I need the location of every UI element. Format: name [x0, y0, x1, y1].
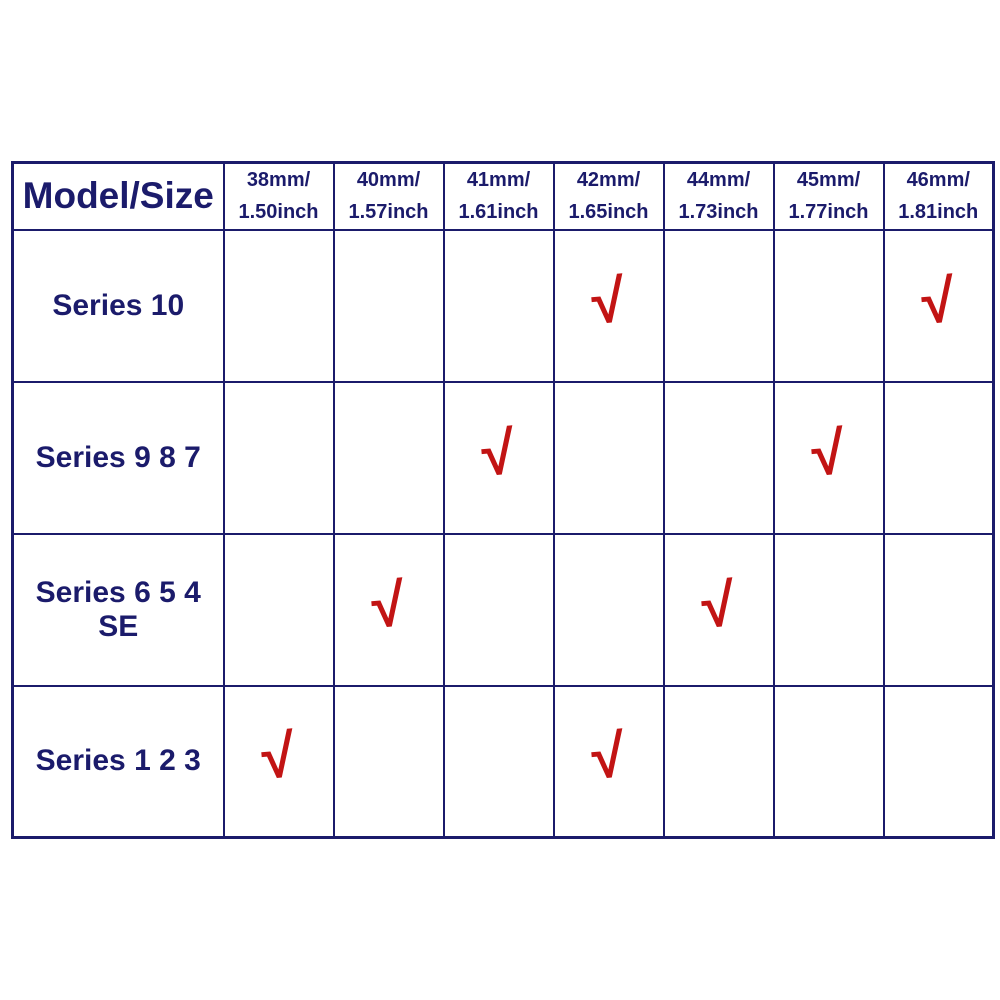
- table-cell: [882, 380, 995, 535]
- table-cell: [222, 380, 335, 535]
- table-cell: [442, 228, 555, 383]
- column-header-44mm: 44mm/ 1.73inch: [662, 161, 775, 231]
- compatibility-table-container: Model/Size 38mm/ 1.50inch 40mm/ 1.57inch…: [11, 161, 995, 839]
- table-cell: √: [552, 684, 665, 839]
- table-cell: [442, 532, 555, 687]
- table-cell: [442, 684, 555, 839]
- table-cell: √: [332, 532, 445, 687]
- check-icon: √: [588, 721, 628, 792]
- table-cell: [772, 532, 885, 687]
- table-cell: √: [772, 380, 885, 535]
- row-label: Series 1 2 3: [11, 684, 225, 839]
- table-cell: [552, 380, 665, 535]
- size-mm-label: 46mm/: [906, 169, 970, 192]
- table-cell: [222, 532, 335, 687]
- table-cell: [332, 380, 445, 535]
- table-cell: √: [222, 684, 335, 839]
- size-mm-label: 42mm/: [576, 169, 641, 192]
- size-compatibility-table: Model/Size 38mm/ 1.50inch 40mm/ 1.57inch…: [11, 161, 995, 839]
- check-icon: √: [478, 418, 518, 488]
- size-mm-label: 44mm/: [686, 169, 751, 192]
- table-row-series-1-2-3: Series 1 2 3 √ √: [11, 684, 995, 839]
- table-cell: [772, 228, 885, 383]
- table-cell: √: [442, 380, 555, 535]
- table-cell: √: [882, 228, 995, 383]
- table-cell: [332, 684, 445, 839]
- column-header-42mm: 42mm/ 1.65inch: [552, 161, 665, 231]
- size-inch-label: 1.50inch: [238, 201, 319, 224]
- table-cell: [882, 532, 995, 687]
- table-cell: √: [662, 532, 775, 687]
- table-cell: [552, 532, 665, 687]
- table-cell: [772, 684, 885, 839]
- column-header-41mm: 41mm/ 1.61inch: [442, 161, 555, 231]
- column-header-45mm: 45mm/ 1.77inch: [772, 161, 885, 231]
- size-mm-label: 41mm/: [466, 169, 531, 192]
- check-icon: √: [588, 266, 628, 336]
- table-cell: [332, 228, 445, 383]
- size-mm-label: 38mm/: [246, 169, 311, 192]
- size-inch-label: 1.77inch: [788, 201, 869, 224]
- table-cell: √: [552, 228, 665, 383]
- table-cell: [222, 228, 335, 383]
- size-inch-label: 1.57inch: [348, 201, 429, 224]
- size-inch-label: 1.81inch: [898, 201, 979, 224]
- size-mm-label: 45mm/: [796, 169, 861, 192]
- column-header-40mm: 40mm/ 1.57inch: [332, 161, 445, 231]
- table-cell: [662, 684, 775, 839]
- table-cell: [662, 380, 775, 535]
- size-inch-label: 1.61inch: [458, 201, 539, 224]
- size-inch-label: 1.65inch: [568, 201, 649, 224]
- check-icon: √: [698, 570, 738, 640]
- row-label: Series 6 5 4 SE: [11, 532, 225, 687]
- table-row-series-6-5-4-se: Series 6 5 4 SE √ √: [11, 532, 995, 687]
- table-row-series-10: Series 10 √ √: [11, 228, 995, 383]
- table-cell: [882, 684, 995, 839]
- model-size-header: Model/Size: [11, 161, 225, 231]
- check-icon: √: [258, 721, 298, 792]
- column-header-46mm: 46mm/ 1.81inch: [882, 161, 995, 231]
- row-label: Series 10: [11, 228, 225, 383]
- column-header-38mm: 38mm/ 1.50inch: [222, 161, 335, 231]
- row-label: Series 9 8 7: [11, 380, 225, 535]
- table-row-series-9-8-7: Series 9 8 7 √ √: [11, 380, 995, 535]
- check-icon: √: [918, 266, 958, 336]
- check-icon: √: [368, 570, 408, 640]
- table-cell: [662, 228, 775, 383]
- check-icon: √: [808, 418, 848, 488]
- size-inch-label: 1.73inch: [678, 201, 759, 224]
- size-mm-label: 40mm/: [356, 169, 421, 192]
- header-row: Model/Size 38mm/ 1.50inch 40mm/ 1.57inch…: [11, 161, 995, 231]
